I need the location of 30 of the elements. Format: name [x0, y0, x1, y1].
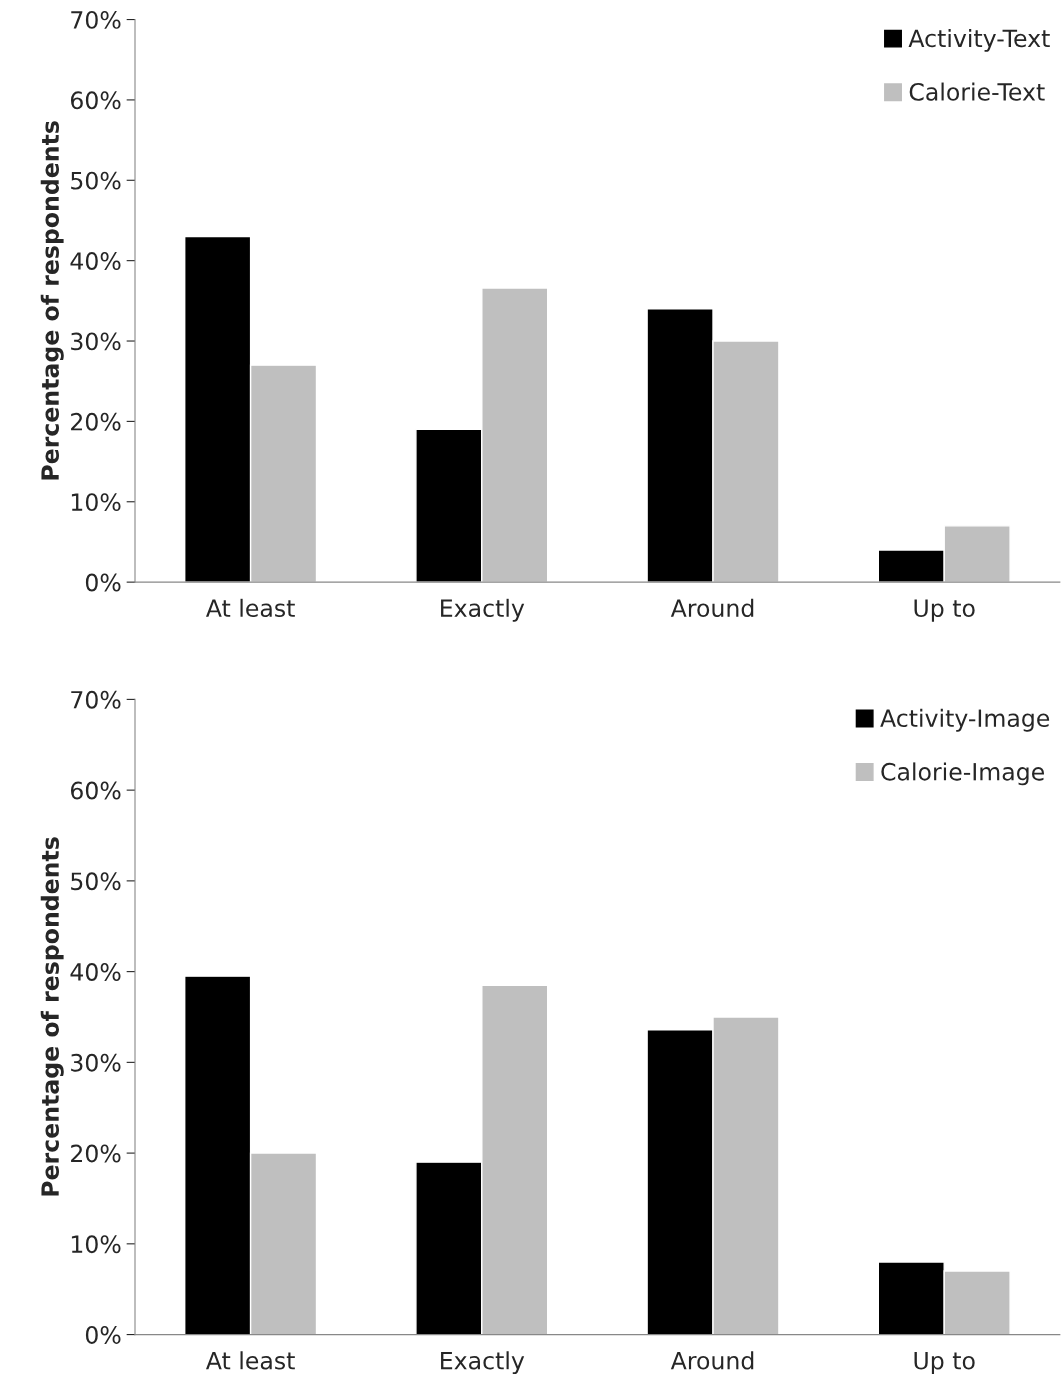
legend-label: Calorie-Text	[909, 82, 1045, 101]
y-tick-label: 10%	[71, 1235, 121, 1254]
legend-label: Activity-Image	[880, 708, 1050, 732]
x-tick-label: Exactly	[441, 598, 525, 622]
y-tick-label: 40%	[70, 252, 121, 270]
y-axis-title: Percentage of respondents	[40, 837, 64, 1196]
y-tick-label: 70%	[71, 10, 121, 29]
y-tick-label: 70%	[71, 690, 121, 709]
y-tick-label: 60%	[70, 781, 121, 800]
x-tick-label: Around	[670, 1351, 754, 1370]
y-tick-label: 50%	[71, 872, 121, 891]
legend-label: Activity-Text	[908, 28, 1050, 52]
y-tick-label: 0%	[85, 1326, 121, 1344]
x-tick-label: At least	[205, 1351, 295, 1370]
x-tick-label: At least	[205, 598, 295, 618]
y-tick-label: 20%	[71, 412, 121, 431]
legend-label: Calorie-Image	[881, 762, 1044, 786]
y-tick-label: 40%	[70, 963, 121, 981]
y-tick-label: 30%	[71, 332, 121, 351]
y-tick-label: 10%	[71, 493, 121, 512]
y-tick-label: 30%	[71, 1053, 121, 1072]
x-tick-label: Up to	[914, 599, 975, 622]
y-tick-label: 50%	[71, 171, 121, 190]
y-tick-label: 60%	[70, 91, 121, 110]
x-tick-label: Exactly	[441, 1351, 525, 1375]
y-tick-label: 0%	[85, 573, 121, 592]
x-tick-label: Up to	[914, 1351, 975, 1375]
y-tick-label: 20%	[71, 1144, 121, 1163]
x-tick-label: Around	[670, 598, 754, 618]
y-axis-title: Percentage of respondents	[40, 121, 64, 480]
